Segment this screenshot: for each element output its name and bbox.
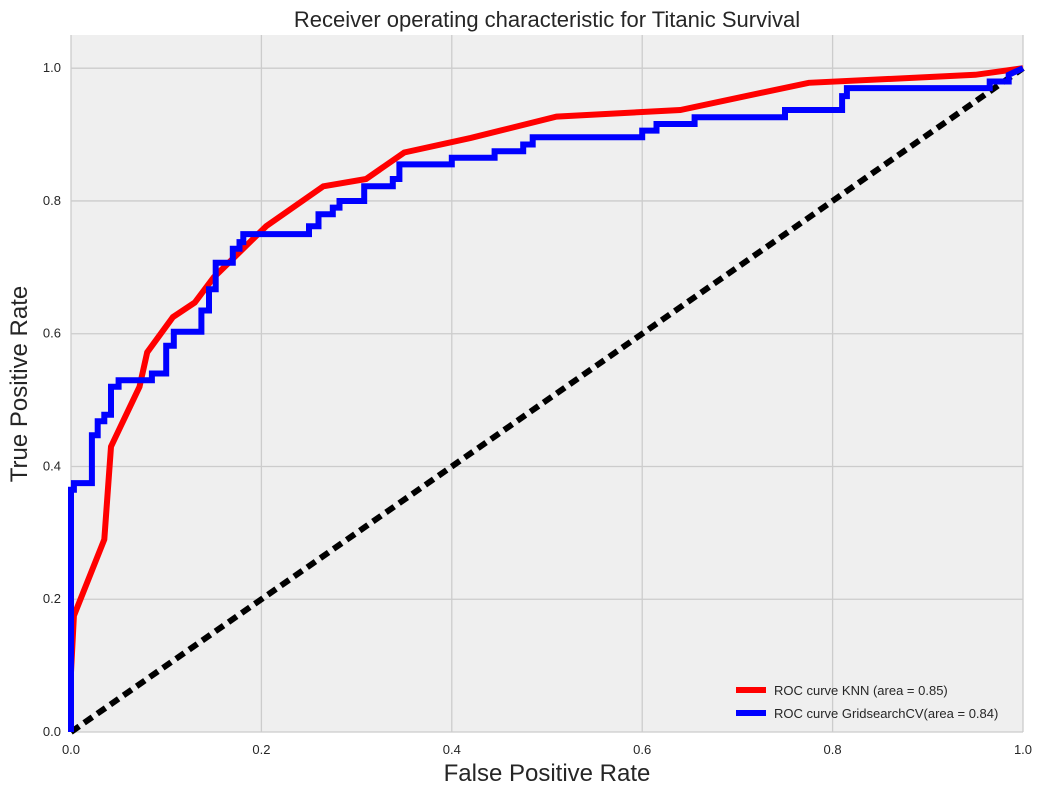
series-line-1	[68, 65, 1025, 732]
x-tick-label: 1.0	[1014, 742, 1032, 757]
y-tick-labels: 0.0 0.2 0.4 0.6 0.8 1.0	[43, 60, 61, 739]
legend-label: ROC curve KNN (area = 0.85)	[774, 683, 948, 698]
series-layer	[68, 65, 1025, 735]
y-tick-label: 0.0	[43, 724, 61, 739]
series-line-0	[68, 65, 1024, 673]
x-tick-label: 0.4	[443, 742, 461, 757]
chart-title: Receiver operating characteristic for Ti…	[294, 7, 800, 32]
y-tick-label: 0.2	[43, 591, 61, 606]
x-tick-label: 0.0	[62, 742, 80, 757]
series-line-2	[69, 65, 1025, 735]
y-tick-label: 0.6	[43, 326, 61, 341]
plot-area	[71, 35, 1023, 732]
y-tick-label: 1.0	[43, 60, 61, 75]
x-tick-label: 0.8	[824, 742, 842, 757]
x-tick-label: 0.6	[633, 742, 651, 757]
grid-lines	[70, 35, 1024, 733]
legend: ROC curve KNN (area = 0.85) ROC curve Gri…	[736, 683, 998, 721]
y-axis-label: True Positive Rate	[6, 286, 33, 483]
legend-label: ROC curve GridsearchCV(area = 0.84)	[774, 706, 998, 721]
x-tick-labels: 0.0 0.2 0.4 0.6 0.8 1.0	[62, 742, 1032, 757]
x-axis-label: False Positive Rate	[444, 760, 651, 787]
y-tick-label: 0.8	[43, 193, 61, 208]
x-tick-label: 0.2	[252, 742, 270, 757]
y-tick-label: 0.4	[43, 458, 61, 473]
